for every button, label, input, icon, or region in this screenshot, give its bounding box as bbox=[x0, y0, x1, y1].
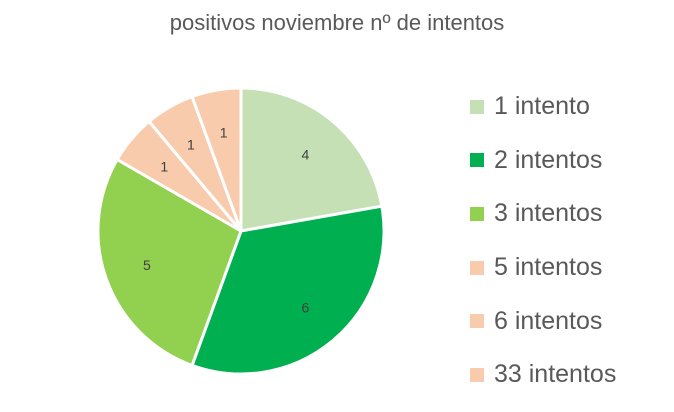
legend-swatch bbox=[470, 367, 484, 382]
pie-slice-1 bbox=[239, 86, 384, 233]
legend-swatch bbox=[470, 314, 484, 329]
legend-label: 33 intentos bbox=[494, 360, 617, 389]
slice-data-label-3: 5 bbox=[143, 257, 151, 273]
legend-item-2: 2 intentos bbox=[470, 134, 616, 188]
legend-label: 2 intentos bbox=[494, 145, 603, 174]
legend-item-5: 6 intentos bbox=[470, 294, 616, 348]
pie-slice-6 bbox=[190, 86, 243, 232]
legend-swatch bbox=[470, 153, 484, 168]
slice-data-label-1: 4 bbox=[301, 146, 309, 162]
legend-swatch bbox=[470, 99, 484, 114]
legend-item-1: 1 intento bbox=[470, 80, 616, 134]
legend-label: 3 intentos bbox=[494, 199, 603, 228]
slice-data-label-2: 6 bbox=[301, 300, 309, 316]
legend-swatch bbox=[470, 260, 484, 275]
legend-item-6: 33 intentos bbox=[470, 348, 616, 402]
legend-label: 1 intento bbox=[494, 92, 590, 121]
legend-item-4: 5 intentos bbox=[470, 241, 616, 295]
legend-label: 5 intentos bbox=[494, 253, 603, 282]
pie-slice-2 bbox=[190, 204, 386, 376]
legend-swatch bbox=[470, 206, 484, 221]
legend: 1 intento 2 intentos 3 intentos 5 intentos 6… bbox=[470, 80, 616, 402]
slice-data-label-5: 1 bbox=[187, 136, 195, 152]
chart-title: positivos noviembre nº de intentos bbox=[169, 10, 505, 35]
slice-data-label-4: 1 bbox=[160, 159, 168, 175]
slice-data-label-6: 1 bbox=[220, 124, 228, 140]
legend-item-3: 3 intentos bbox=[470, 187, 616, 241]
legend-label: 6 intentos bbox=[494, 306, 603, 335]
